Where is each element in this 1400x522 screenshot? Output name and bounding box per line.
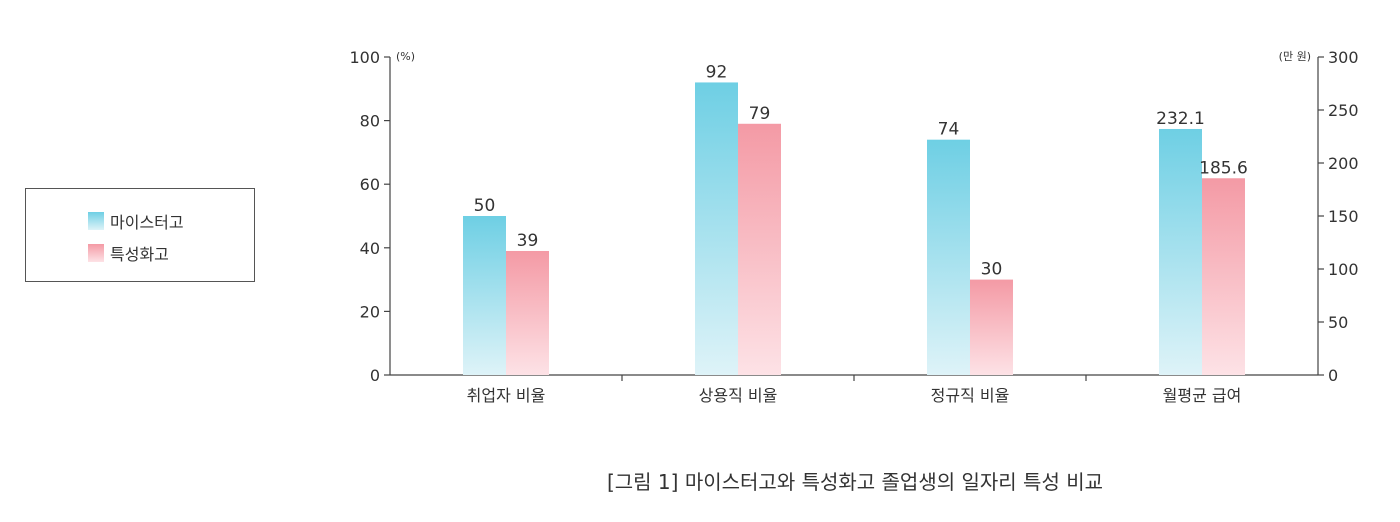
bar-specialized [1202, 178, 1245, 375]
data-label-specialized: 79 [749, 104, 771, 124]
legend-label-meister: 마이스터고 [110, 213, 184, 232]
data-label-meister: 232.1 [1156, 109, 1205, 129]
legend-label-specialized: 특성화고 [110, 245, 169, 264]
y-right-tick-label: 50 [1328, 313, 1348, 332]
legend-swatch-specialized [88, 244, 104, 262]
y-left-tick-label: 100 [349, 48, 380, 67]
x-category-label: 정규직 비율 [931, 386, 1010, 405]
x-category-label: 월평균 급여 [1163, 386, 1242, 405]
bar-specialized [970, 279, 1013, 375]
y-right-tick-label: 200 [1328, 154, 1359, 173]
y-left-tick-label: 20 [360, 302, 380, 321]
bar-meister [1159, 128, 1202, 375]
bar-meister [927, 139, 970, 375]
bar-meister [463, 216, 506, 375]
x-category-label: 취업자 비율 [467, 386, 546, 405]
bar-specialized [738, 123, 781, 375]
y-left-tick-label: 60 [360, 175, 380, 194]
y-right-tick-label: 250 [1328, 101, 1359, 120]
legend-item-specialized: 특성화고 [88, 241, 169, 265]
y-left-tick-label: 0 [370, 366, 380, 385]
y-left-tick-label: 80 [360, 112, 380, 131]
figure-caption: [그림 1] 마이스터고와 특성화고 졸업생의 일자리 특성 비교 [606, 470, 1104, 494]
y-right-tick-label: 150 [1328, 207, 1359, 226]
legend-swatch-meister [88, 212, 104, 230]
y-right-unit: (만 원) [1279, 50, 1311, 63]
data-label-meister: 50 [474, 196, 496, 216]
y-right-tick-label: 300 [1328, 48, 1359, 67]
y-left-unit: (%) [396, 50, 415, 63]
data-label-specialized: 30 [981, 260, 1003, 280]
bar-meister [695, 82, 738, 375]
legend: 마이스터고 특성화고 [25, 188, 255, 282]
y-right-tick-label: 100 [1328, 260, 1359, 279]
legend-item-meister: 마이스터고 [88, 209, 184, 233]
data-label-meister: 74 [938, 120, 960, 140]
x-category-label: 상용직 비율 [699, 386, 778, 405]
y-left-tick-label: 40 [360, 239, 380, 258]
y-right-tick-label: 0 [1328, 366, 1338, 385]
bar-specialized [506, 250, 549, 375]
data-label-meister: 92 [706, 62, 728, 82]
data-label-specialized: 185.6 [1199, 158, 1248, 178]
data-label-specialized: 39 [517, 231, 539, 251]
